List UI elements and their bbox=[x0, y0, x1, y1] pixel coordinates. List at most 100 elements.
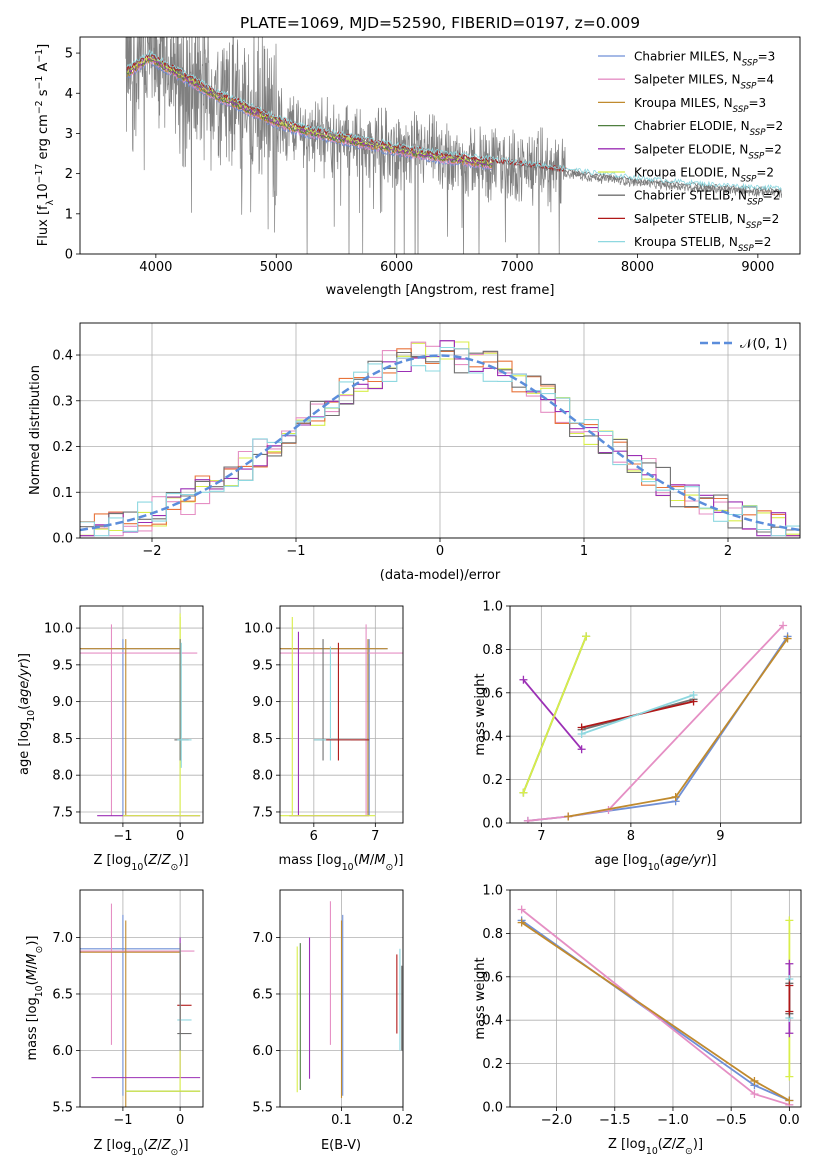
legend-entry: Salpeter ELODIE, NSSP=2 bbox=[634, 142, 782, 161]
label-part: )] bbox=[706, 853, 716, 868]
y-tick-label: 5 bbox=[65, 47, 73, 62]
label-part: SSP bbox=[742, 59, 759, 69]
x-tick-label: 7 bbox=[537, 829, 545, 844]
label-part: Z [log bbox=[93, 1138, 131, 1153]
label-part: M bbox=[25, 954, 40, 965]
normal-curve bbox=[80, 354, 800, 532]
label-part: Chabrier ELODIE, N bbox=[634, 119, 750, 133]
plot-area bbox=[80, 606, 203, 823]
x-tick-label: 8000 bbox=[621, 260, 654, 275]
data-point bbox=[750, 1089, 759, 1098]
x-tick-label: 2 bbox=[724, 544, 732, 559]
chart-title: PLATE=1069, MJD=52590, FIBERID=0197, z=0… bbox=[240, 14, 640, 32]
x-tick-label: 0.0 bbox=[779, 1113, 800, 1128]
data-point bbox=[785, 916, 794, 925]
y-tick-label: 10.0 bbox=[244, 622, 273, 637]
x-tick-label: 8 bbox=[627, 829, 635, 844]
x-tick-label: −1.5 bbox=[599, 1113, 631, 1128]
label-part: SSP bbox=[748, 151, 765, 161]
label-part: ( bbox=[660, 853, 665, 868]
label-part: Kroupa STELIB, N bbox=[634, 235, 738, 249]
label-part: Kroupa ELODIE, N bbox=[634, 166, 741, 180]
data-point bbox=[689, 690, 698, 699]
y-tick-label: 0.4 bbox=[482, 730, 503, 745]
label-part: 10 bbox=[36, 183, 51, 200]
label-part: 10 bbox=[131, 1147, 143, 1158]
label-part: Chabrier STELIB, N bbox=[634, 189, 747, 203]
plot-area bbox=[280, 606, 403, 823]
x-tick-label: 0 bbox=[176, 1113, 184, 1128]
label-part: ( bbox=[143, 1138, 148, 1153]
data-point bbox=[519, 788, 528, 797]
panel-weight-vs-age: 7 8 9 0.0 0.2 0.4 0.6 0.8 1.0 age [log10(age/yr)]… bbox=[473, 600, 802, 873]
y-tick-label: 1 bbox=[65, 207, 73, 222]
y-tick-label: 0.8 bbox=[482, 927, 503, 942]
label-part: Z bbox=[147, 853, 158, 868]
legend-entry: Kroupa STELIB, NSSP=2 bbox=[634, 235, 771, 254]
series-line-chabrier_miles bbox=[521, 919, 790, 1102]
legend-entry: 𝒩(0, 1) bbox=[740, 337, 787, 352]
label-part: −2 bbox=[34, 100, 45, 114]
histogram-kroupa_stelib bbox=[80, 346, 800, 537]
label-part: Salpeter MILES, N bbox=[634, 73, 741, 87]
label-part: / bbox=[25, 964, 40, 969]
label-part: SSP bbox=[741, 82, 758, 92]
label-part: / bbox=[157, 853, 162, 868]
data-point bbox=[577, 730, 586, 739]
label-part: Z bbox=[662, 1137, 673, 1152]
y-tick-label: 0 bbox=[65, 248, 73, 263]
label-part: =2 bbox=[765, 119, 783, 133]
y-tick-label: 0.3 bbox=[52, 394, 73, 409]
plot-area bbox=[80, 323, 800, 538]
legend-entry: Salpeter STELIB, NSSP=2 bbox=[634, 212, 779, 231]
data-point bbox=[785, 1007, 794, 1016]
x-tick-label: 6000 bbox=[380, 260, 413, 275]
x-tick-label: 0 bbox=[176, 829, 184, 844]
label-part: 10 bbox=[342, 862, 354, 873]
y-tick-label: 0.0 bbox=[482, 817, 503, 832]
label-part: Z bbox=[161, 853, 172, 868]
label-part: M bbox=[25, 969, 40, 980]
label-part: ⊙ bbox=[685, 1146, 693, 1157]
label-part: )] bbox=[693, 1137, 703, 1152]
label-part: SSP bbox=[747, 198, 764, 208]
label-part: Chabrier MILES, N bbox=[634, 50, 742, 64]
y-tick-label: 3 bbox=[65, 127, 73, 142]
x-tick-label: 0.2 bbox=[393, 1113, 414, 1128]
data-point bbox=[785, 981, 794, 990]
legend-entry: Salpeter MILES, NSSP=4 bbox=[634, 73, 774, 92]
data-point bbox=[785, 1072, 794, 1081]
label-part: SSP bbox=[738, 244, 755, 254]
label-part: Z bbox=[675, 1137, 686, 1152]
label-part: )] bbox=[25, 936, 40, 946]
data-point bbox=[564, 812, 573, 821]
x-axis-label: mass [log10(M/M⊙)] bbox=[279, 853, 404, 873]
plot-area bbox=[510, 606, 801, 823]
y-tick-label: 5.5 bbox=[52, 1101, 73, 1116]
axes-frame bbox=[79, 889, 204, 1108]
label-part: =2 bbox=[764, 142, 782, 156]
label-part: ( bbox=[17, 705, 32, 710]
label-part: =3 bbox=[749, 96, 767, 110]
y-axis-label: mass [log10(M/M⊙)] bbox=[25, 936, 45, 1061]
label-part: ( bbox=[658, 1137, 663, 1152]
label-part: 10 bbox=[646, 1146, 658, 1157]
series-line-kroupa_elodie bbox=[522, 636, 587, 793]
series-line-kroupa_miles bbox=[521, 921, 790, 1102]
x-axis-label: (data-model)/error bbox=[380, 568, 501, 583]
label-part: =2 bbox=[763, 189, 781, 203]
x-tick-label: −2.0 bbox=[541, 1113, 573, 1128]
series-line-salpeter_miles bbox=[521, 908, 790, 1106]
data-point bbox=[519, 675, 528, 684]
label-part: )] bbox=[178, 853, 188, 868]
y-tick-label: 0.4 bbox=[52, 349, 73, 364]
label-part: ] bbox=[36, 44, 51, 49]
panel-weight-vs-z: −2.0 −1.5 −1.0 −0.5 0.0 0.0 0.2 0.4 0.6 0.8 1.0 Z [… bbox=[473, 884, 802, 1157]
y-tick-label: 0.6 bbox=[482, 970, 503, 985]
x-axis-label: Z [log10(Z/Z⊙)] bbox=[93, 853, 188, 873]
label-part: ⊙ bbox=[34, 946, 45, 954]
data-point bbox=[750, 1076, 759, 1085]
y-tick-label: 8.0 bbox=[252, 769, 273, 784]
label-part: ⊙ bbox=[171, 862, 179, 873]
